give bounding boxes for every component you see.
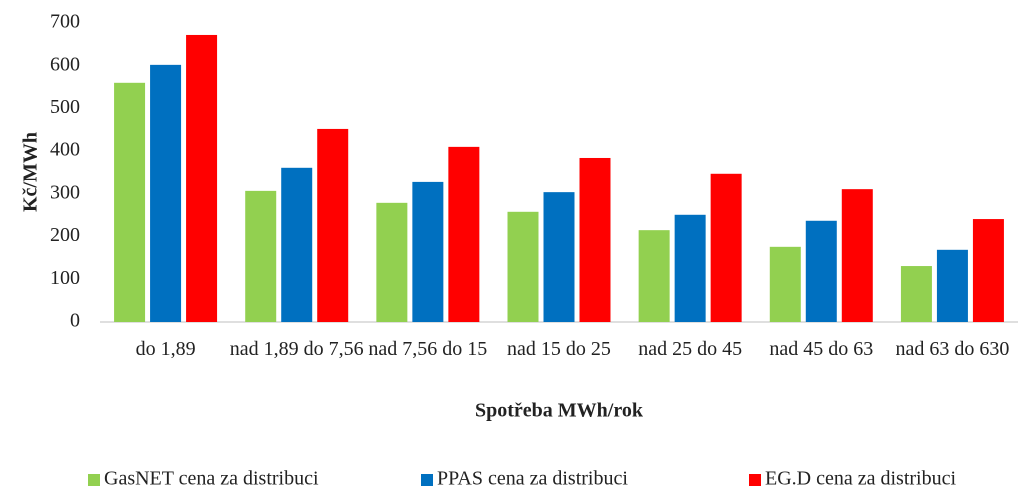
bar [674, 214, 706, 322]
bar [186, 34, 218, 323]
y-axis-label: Kč/MWh [20, 132, 42, 212]
bar [841, 189, 873, 322]
bar [412, 181, 444, 322]
x-tick-label: nad 15 do 25 [507, 338, 611, 360]
y-tick-label: 300 [50, 181, 80, 203]
bar [376, 202, 408, 322]
x-axis-label: Spotřeba MWh/rok [475, 400, 644, 422]
legend-label: GasNET cena za distribuci [104, 468, 319, 489]
bar [543, 192, 575, 322]
x-tick-label: nad 7,56 do 15 [368, 338, 488, 360]
legend-swatch [88, 474, 100, 486]
bar [579, 157, 611, 322]
bar [281, 167, 313, 322]
y-tick-label: 0 [70, 310, 80, 332]
bar [507, 211, 539, 322]
legend-label: PPAS cena za distribuci [437, 468, 628, 489]
legend-swatch [749, 474, 761, 486]
y-tick-label: 600 [50, 53, 80, 75]
bar [900, 266, 932, 322]
bar [317, 128, 349, 322]
legend-swatch [421, 474, 433, 486]
legend-label: EG.D cena za distribuci [765, 468, 956, 489]
bar [710, 173, 742, 322]
bar [150, 64, 182, 323]
bar [936, 249, 968, 322]
x-tick-label: nad 63 do 630 [895, 338, 1010, 360]
y-tick-label: 500 [50, 96, 80, 118]
x-tick-label: nad 25 do 45 [638, 338, 743, 360]
bar [448, 146, 480, 322]
y-tick-label: 400 [50, 139, 80, 161]
bar [972, 219, 1004, 322]
y-tick-label: 700 [50, 11, 80, 33]
x-tick-label: nad 45 do 63 [769, 338, 874, 360]
bar [769, 246, 801, 322]
bar [114, 82, 146, 322]
bar [638, 230, 670, 322]
y-tick-label: 200 [50, 224, 80, 246]
x-tick-label: nad 1,89 do 7,56 [229, 338, 364, 360]
y-tick-label: 100 [50, 267, 80, 289]
x-tick-label: do 1,89 [135, 338, 196, 360]
bar [245, 190, 277, 322]
bar [805, 220, 837, 322]
